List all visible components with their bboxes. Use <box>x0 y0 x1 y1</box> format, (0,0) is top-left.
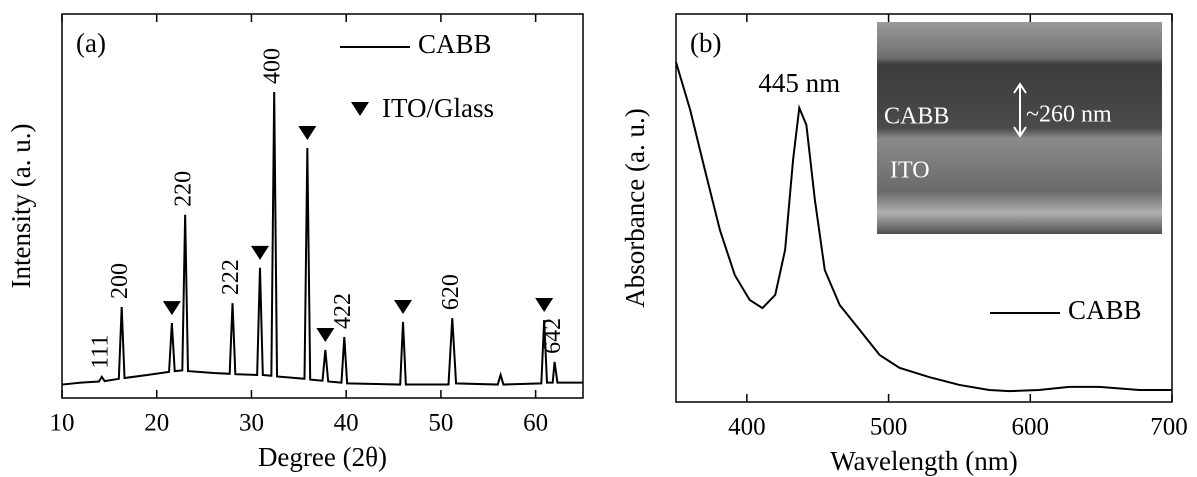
ito-marker <box>250 245 269 260</box>
ito-marker <box>394 299 413 314</box>
ito-marker <box>316 328 335 342</box>
x-tick-label: 10 <box>50 410 75 437</box>
x-tick-label: 30 <box>239 410 264 437</box>
x-tick-label: 20 <box>144 410 169 437</box>
peak-label: 642 <box>540 318 566 354</box>
x-tick-label: 60 <box>523 410 548 437</box>
peak-label: 620 <box>438 274 464 310</box>
inset-label: CABB <box>884 104 949 130</box>
ito-marker <box>298 126 317 141</box>
arrow-heads <box>1013 82 1027 138</box>
inset-image: CABB ITO ~260 nm <box>877 22 1162 234</box>
x-tick-label: 400 <box>728 414 766 441</box>
inset-label: ITO <box>890 158 930 184</box>
x-tick-label: 500 <box>870 414 908 441</box>
ito-marker <box>162 301 181 316</box>
data-line <box>675 61 1172 393</box>
panel-label: (b) <box>690 28 721 58</box>
data-line <box>61 91 583 386</box>
y-axis-label: Absorbance (a. u.) <box>620 108 650 307</box>
peak-label: 422 <box>330 293 356 329</box>
x-tick-label: 40 <box>334 410 359 437</box>
legend-label: CABB <box>418 29 492 59</box>
peak-label: 220 <box>171 171 197 207</box>
x-axis-label: Wavelength (nm) <box>830 446 1018 476</box>
panel-label: (a) <box>76 28 106 58</box>
peak-label: 200 <box>107 263 133 299</box>
peak-label: 222 <box>218 259 244 295</box>
plot-frame <box>675 13 1173 403</box>
x-axis-label: Degree (2θ) <box>258 442 387 472</box>
peak-annotation: 445 nm <box>758 68 840 98</box>
plot-frame <box>61 13 584 399</box>
legend-label: ITO/Glass <box>382 93 494 123</box>
legend-marker <box>351 102 369 116</box>
peak-label: 400 <box>260 48 286 84</box>
ito-marker <box>535 298 554 313</box>
x-tick-label: 50 <box>428 410 453 437</box>
x-tick-label: 600 <box>1012 414 1050 441</box>
inset-label: ~260 nm <box>1026 102 1112 128</box>
y-axis-label: Intensity (a. u.) <box>6 124 36 289</box>
x-tick-label: 700 <box>1150 414 1188 441</box>
peak-label: 111 <box>87 335 113 369</box>
legend-label: CABB <box>1068 295 1142 325</box>
